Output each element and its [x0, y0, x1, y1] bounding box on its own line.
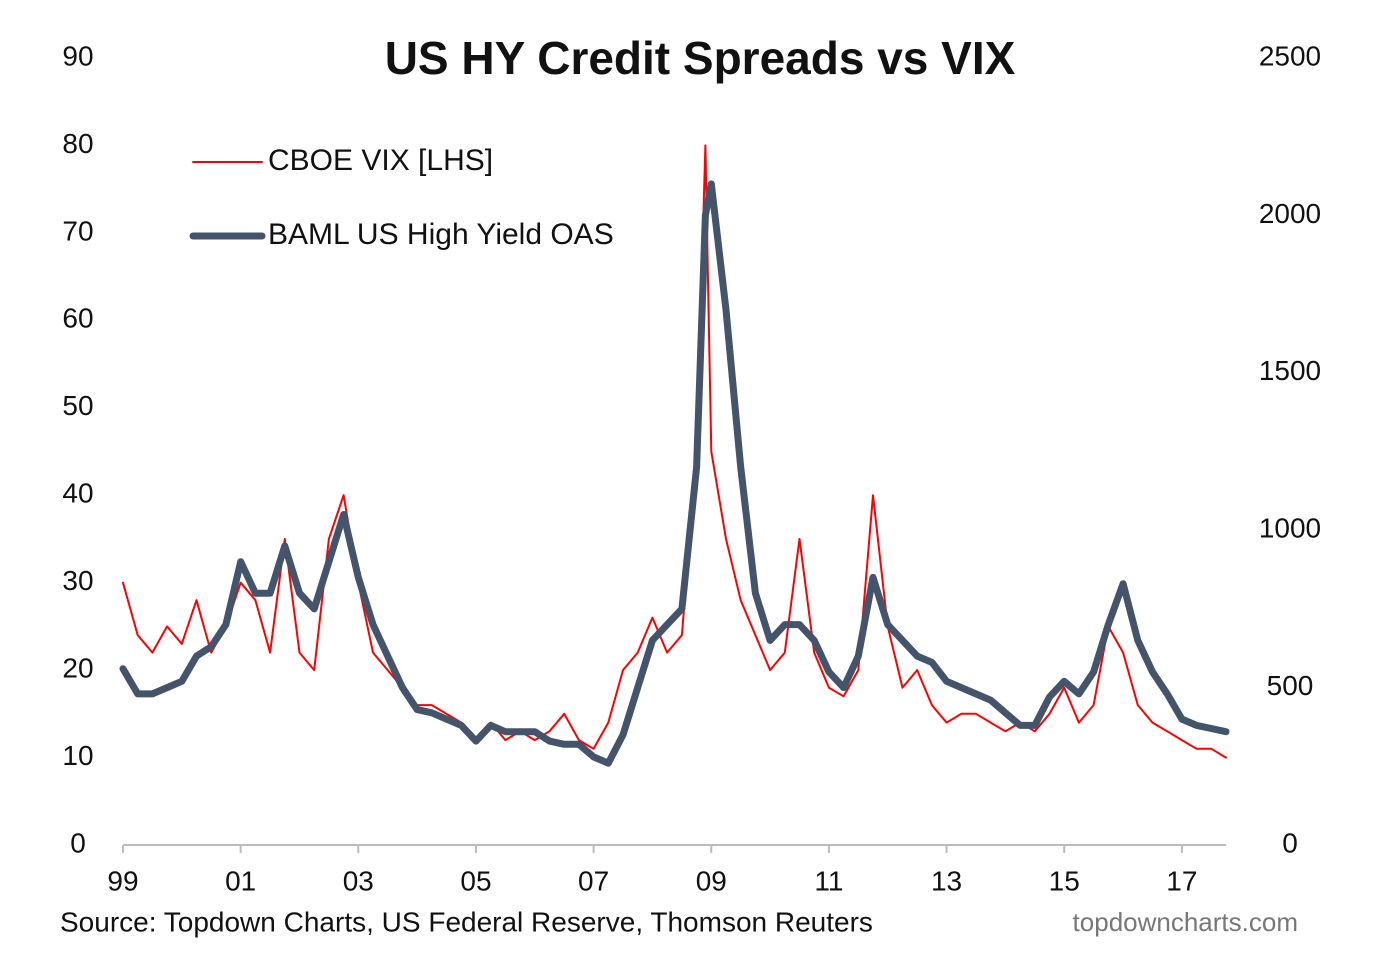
y-tick-label: 40 [62, 478, 93, 509]
y2-tick-label: 500 [1267, 670, 1314, 701]
y2-tick-label: 2500 [1259, 40, 1321, 71]
y2-tick-label: 0 [1282, 827, 1298, 858]
y-tick-label: 70 [62, 215, 93, 246]
x-tick-label: 11 [814, 865, 843, 896]
y-tick-label: 80 [62, 128, 93, 159]
x-tick-label: 15 [1049, 865, 1080, 896]
x-tick-label: 13 [931, 865, 962, 896]
y-tick-label: 60 [62, 303, 93, 334]
chart-title: US HY Credit Spreads vs VIX [385, 32, 1016, 84]
x-tick-label: 99 [107, 865, 138, 896]
legend-label: BAML US High Yield OAS [268, 218, 614, 251]
y-tick-label: 10 [62, 740, 93, 771]
y-tick-label: 50 [62, 390, 93, 421]
y-tick-label: 0 [70, 827, 86, 858]
data-line [119, 180, 1230, 767]
y2-tick-label: 2000 [1259, 198, 1321, 229]
x-tick-label: 09 [696, 865, 727, 896]
y2-tick-label: 1500 [1259, 355, 1321, 386]
x-tick-label: 07 [578, 865, 609, 896]
legend-label: CBOE VIX [LHS] [268, 144, 493, 177]
watermark: topdowncharts.com [1073, 907, 1298, 937]
x-tick-label: 01 [225, 865, 256, 896]
x-tick-label: 05 [460, 865, 491, 896]
y2-tick-label: 1000 [1259, 513, 1321, 544]
data-line [122, 144, 1227, 759]
y-tick-label: 30 [62, 565, 93, 596]
source-note: Source: Topdown Charts, US Federal Reser… [60, 906, 873, 937]
y-tick-label: 20 [62, 653, 93, 684]
y-tick-label: 90 [62, 40, 93, 71]
x-tick-label: 03 [343, 865, 374, 896]
x-tick-label: 17 [1166, 865, 1197, 896]
